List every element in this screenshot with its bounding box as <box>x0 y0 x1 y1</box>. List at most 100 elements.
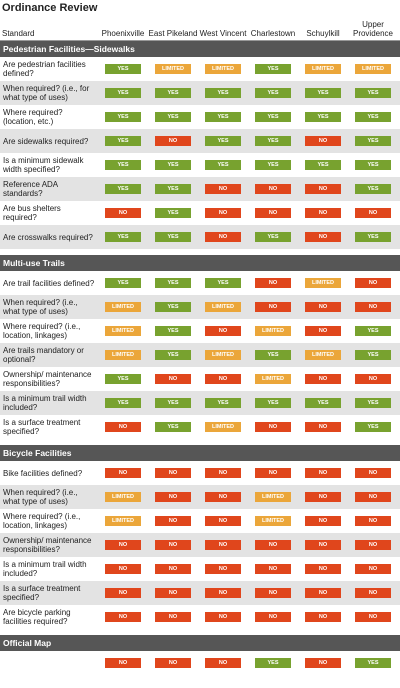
status-pill: YES <box>355 658 391 668</box>
row-label: Is a minimum trail width included? <box>3 560 87 578</box>
row-label: Is a minimum sidewalk width specified? <box>3 156 84 174</box>
status-pill: NO <box>355 540 391 550</box>
status-pill: YES <box>105 112 141 122</box>
status-pill: LIMITED <box>255 516 291 526</box>
status-pill: YES <box>155 160 191 170</box>
title: Ordinance Review <box>2 2 98 14</box>
status-pill: NO <box>255 612 291 622</box>
status-pill: NO <box>255 564 291 574</box>
table-row: Are bus shelters required? NO YES NO NO NO NO <box>0 201 400 225</box>
status-pill: NO <box>155 564 191 574</box>
status-pill: NO <box>205 232 241 242</box>
status-pill: YES <box>305 160 341 170</box>
status-pill: NO <box>205 588 241 598</box>
table-row: Are trail facilities defined? YES YES YES NO… <box>0 271 400 295</box>
status-pill: NO <box>305 136 341 146</box>
row-label: Are crosswalks required? <box>3 232 93 242</box>
row-label: Where required? (i.e., location, linkage… <box>3 322 81 340</box>
status-pill: NO <box>355 612 391 622</box>
status-pill: YES <box>105 88 141 98</box>
row-label: When required? (i.e., for what type of u… <box>3 84 90 102</box>
table-row: Ownership/ maintenance responsibilities?… <box>0 533 400 557</box>
status-pill: NO <box>305 564 341 574</box>
status-pill: NO <box>205 492 241 502</box>
status-pill: NO <box>205 658 241 668</box>
status-pill: NO <box>305 302 341 312</box>
status-pill: NO <box>305 612 341 622</box>
column-label: Schuylkill <box>306 29 340 38</box>
column-label: Standard <box>2 29 35 38</box>
status-pill: NO <box>355 468 391 478</box>
status-pill: YES <box>305 112 341 122</box>
row-label: Are bus shelters required? <box>3 204 61 222</box>
status-pill: LIMITED <box>255 374 291 384</box>
status-pill: NO <box>205 208 241 218</box>
section-header: Bicycle Facilities <box>0 445 400 461</box>
column-header: Standard Phoenixville East Pikeland West Vi… <box>0 16 400 41</box>
section-header: Pedestrian Facilities—Sidewalks <box>0 41 400 57</box>
section-rows: Are trail facilities defined? YES YES YES NO… <box>0 271 400 439</box>
row-label: Reference ADA standards? <box>3 180 58 198</box>
status-pill: NO <box>305 588 341 598</box>
status-pill: YES <box>155 208 191 218</box>
status-pill: NO <box>305 658 341 668</box>
status-pill: NO <box>155 136 191 146</box>
status-pill: LIMITED <box>255 492 291 502</box>
status-pill: YES <box>155 278 191 288</box>
status-pill: LIMITED <box>205 350 241 360</box>
status-pill: NO <box>105 658 141 668</box>
status-pill: LIMITED <box>105 350 141 360</box>
status-pill: NO <box>205 612 241 622</box>
status-pill: YES <box>105 64 141 74</box>
status-pill: NO <box>105 540 141 550</box>
status-pill: YES <box>105 278 141 288</box>
status-pill: NO <box>105 422 141 432</box>
status-pill: YES <box>105 160 141 170</box>
table-row: Is a minimum trail width included? NO NO NO… <box>0 557 400 581</box>
table-row: Where required? (i.e., location, linkage… <box>0 509 400 533</box>
table-row: Are trails mandatory or optional? LIMITED… <box>0 343 400 367</box>
status-pill: YES <box>255 64 291 74</box>
status-pill: YES <box>355 398 391 408</box>
status-pill: NO <box>355 278 391 288</box>
row-label: Are bicycle parking facilities required? <box>3 608 71 626</box>
status-pill: YES <box>155 326 191 336</box>
status-pill: NO <box>255 540 291 550</box>
status-pill: YES <box>155 112 191 122</box>
table-row: When required? (i.e., for what type of u… <box>0 81 400 105</box>
status-pill: NO <box>355 492 391 502</box>
status-pill: YES <box>255 160 291 170</box>
status-pill: NO <box>105 208 141 218</box>
status-pill: LIMITED <box>305 350 341 360</box>
status-pill: YES <box>155 350 191 360</box>
status-pill: NO <box>205 184 241 194</box>
status-pill: NO <box>305 516 341 526</box>
row-label: Is a surface treatment specified? <box>3 418 81 436</box>
row-label: Is a minimum trail width included? <box>3 394 87 412</box>
status-pill: NO <box>305 422 341 432</box>
status-pill: NO <box>305 468 341 478</box>
status-pill: LIMITED <box>205 422 241 432</box>
status-pill: YES <box>255 398 291 408</box>
row-label: Is a surface treatment specified? <box>3 584 81 602</box>
row-label: Are trail facilities defined? <box>3 278 95 288</box>
table-row: When required? (i.e., what type of uses)… <box>0 295 400 319</box>
status-pill: NO <box>255 422 291 432</box>
status-pill: LIMITED <box>255 326 291 336</box>
status-pill: NO <box>205 326 241 336</box>
table-row: Is a surface treatment specified? NO YES LI… <box>0 415 400 439</box>
row-label: Ownership/ maintenance responsibilities? <box>3 370 92 388</box>
status-pill: YES <box>355 136 391 146</box>
status-pill: NO <box>105 612 141 622</box>
row-label: When required? (i.e., what type of uses) <box>3 488 78 506</box>
status-pill: YES <box>205 278 241 288</box>
status-pill: NO <box>155 540 191 550</box>
table-row: Is a minimum trail width included? YES YES… <box>0 391 400 415</box>
status-pill: YES <box>255 350 291 360</box>
status-pill: LIMITED <box>155 64 191 74</box>
status-pill: NO <box>255 588 291 598</box>
status-pill: NO <box>355 374 391 384</box>
status-pill: NO <box>305 184 341 194</box>
table-row: Where required? (i.e., location, linkage… <box>0 319 400 343</box>
